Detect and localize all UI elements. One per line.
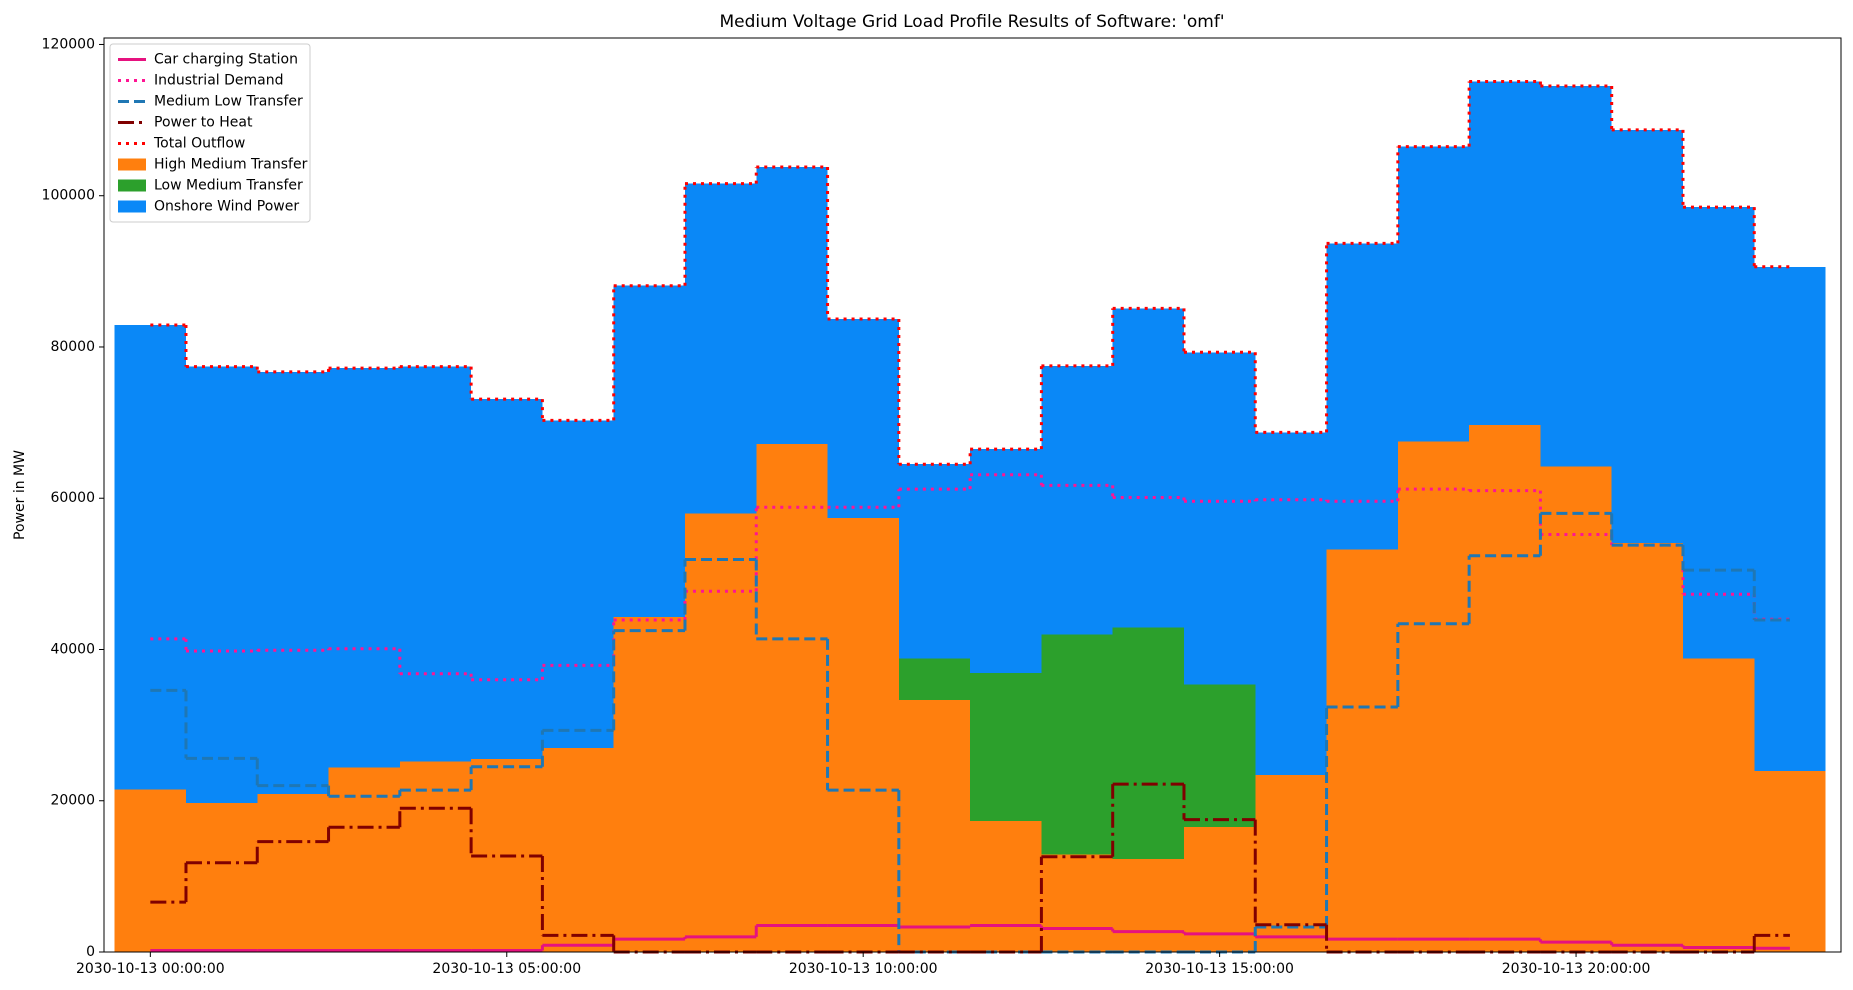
area-segment bbox=[1183, 827, 1256, 952]
plot-area bbox=[114, 80, 1826, 954]
area-segment bbox=[970, 449, 1042, 673]
area-segment bbox=[1255, 775, 1327, 952]
area-segment bbox=[1183, 352, 1256, 685]
legend-label: Power to Heat bbox=[154, 115, 253, 131]
area-segment bbox=[1112, 627, 1184, 859]
area-segment bbox=[1183, 684, 1256, 828]
y-tick-label: 0 bbox=[86, 944, 95, 960]
y-tick-label: 80000 bbox=[50, 339, 95, 355]
area-segment bbox=[827, 318, 899, 518]
area-segment bbox=[185, 803, 258, 952]
y-tick-label: 100000 bbox=[42, 188, 95, 204]
area-segment bbox=[1469, 81, 1541, 425]
area-segment bbox=[1682, 207, 1755, 659]
area-segment bbox=[1540, 86, 1612, 467]
area-segment bbox=[1540, 466, 1612, 952]
area-segment bbox=[827, 517, 899, 952]
area-segment bbox=[257, 793, 329, 952]
area-segment bbox=[542, 747, 614, 952]
area-segment bbox=[185, 366, 258, 804]
legend-label: High Medium Transfer bbox=[154, 157, 308, 173]
area-segment bbox=[399, 761, 472, 952]
area-segment bbox=[1041, 365, 1113, 635]
x-tick-label: 2030-10-13 00:00:00 bbox=[76, 961, 225, 977]
legend: Car charging Station Industrial Demand Med… bbox=[109, 43, 311, 223]
area-segment bbox=[1682, 658, 1755, 952]
y-tick-label: 40000 bbox=[50, 641, 95, 657]
area-segment bbox=[613, 285, 685, 617]
area-segment bbox=[114, 789, 186, 952]
y-axis-label: Power in MW bbox=[12, 450, 28, 540]
area-segment bbox=[756, 166, 828, 444]
area-segment bbox=[898, 464, 971, 659]
legend-label: Low Medium Transfer bbox=[154, 178, 303, 194]
legend-label: Industrial Demand bbox=[154, 73, 283, 89]
area-segment bbox=[1754, 266, 1826, 772]
area-segment bbox=[1326, 243, 1398, 550]
chart-title: Medium Voltage Grid Load Profile Results… bbox=[719, 12, 1224, 32]
legend-swatch bbox=[118, 179, 146, 192]
area-segment bbox=[114, 325, 186, 790]
area-segment bbox=[898, 700, 971, 952]
legend-label: Car charging Station bbox=[154, 52, 298, 68]
step-line bbox=[150, 924, 1790, 952]
area-segment bbox=[328, 767, 400, 952]
area-segment bbox=[898, 658, 971, 701]
y-tick-label: 120000 bbox=[42, 36, 95, 52]
area-segment bbox=[1469, 424, 1541, 952]
area-segment bbox=[1754, 771, 1826, 952]
area-segment bbox=[1611, 129, 1683, 543]
area-segment bbox=[1041, 634, 1113, 855]
x-tick-label: 2030-10-13 15:00:00 bbox=[1145, 961, 1294, 977]
area-segment bbox=[542, 420, 614, 748]
area-segment bbox=[684, 513, 757, 952]
area-segment bbox=[1112, 308, 1184, 628]
area-segment bbox=[1255, 432, 1327, 776]
area-segment bbox=[328, 368, 400, 768]
x-tick-label: 2030-10-13 10:00:00 bbox=[789, 961, 938, 977]
legend-label: Total Outflow bbox=[153, 136, 245, 152]
axes-frame bbox=[103, 37, 1842, 953]
area-segment bbox=[1397, 441, 1470, 952]
area-segment bbox=[613, 616, 685, 952]
legend-swatch bbox=[118, 158, 146, 171]
area-segment bbox=[756, 443, 828, 952]
x-tick-label: 2030-10-13 20:00:00 bbox=[1502, 961, 1651, 977]
step-line bbox=[150, 80, 1790, 466]
area-segment bbox=[1041, 854, 1113, 952]
area-segment bbox=[970, 821, 1042, 952]
area-segment bbox=[1611, 542, 1683, 952]
area-segment bbox=[1112, 858, 1184, 952]
area-segment bbox=[257, 371, 329, 794]
area-segment bbox=[471, 399, 543, 760]
area-segment bbox=[1326, 549, 1398, 952]
legend-label: Medium Low Transfer bbox=[154, 94, 303, 110]
legend-frame bbox=[109, 43, 311, 223]
area-segment bbox=[1397, 146, 1470, 442]
area-segment bbox=[399, 366, 472, 762]
area-segment bbox=[970, 672, 1042, 822]
legend-swatch bbox=[118, 200, 146, 213]
area-segment bbox=[684, 183, 757, 514]
y-tick-label: 20000 bbox=[50, 793, 95, 809]
x-tick-label: 2030-10-13 05:00:00 bbox=[432, 961, 581, 977]
y-tick-label: 60000 bbox=[50, 490, 95, 506]
legend-label: Onshore Wind Power bbox=[154, 199, 299, 215]
